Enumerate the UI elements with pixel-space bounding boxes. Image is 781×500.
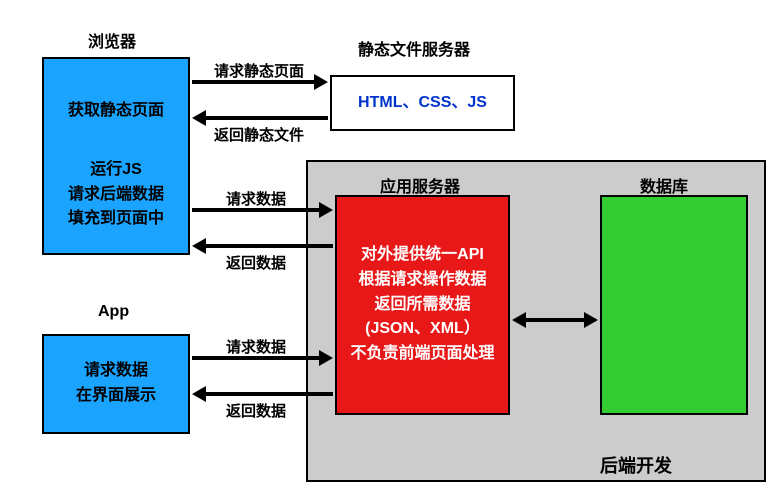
arrow-label-req-data1: 请求数据 — [226, 188, 286, 209]
arrow-label-ret-data1: 返回数据 — [226, 252, 286, 273]
arrow-label-ret-static: 返回静态文件 — [214, 124, 304, 145]
arrow-label-req-static: 请求静态页面 — [214, 60, 304, 81]
arrow-label-req-data2: 请求数据 — [226, 336, 286, 357]
arrow-label-ret-data2: 返回数据 — [226, 400, 286, 421]
arrows-layer — [0, 0, 781, 500]
